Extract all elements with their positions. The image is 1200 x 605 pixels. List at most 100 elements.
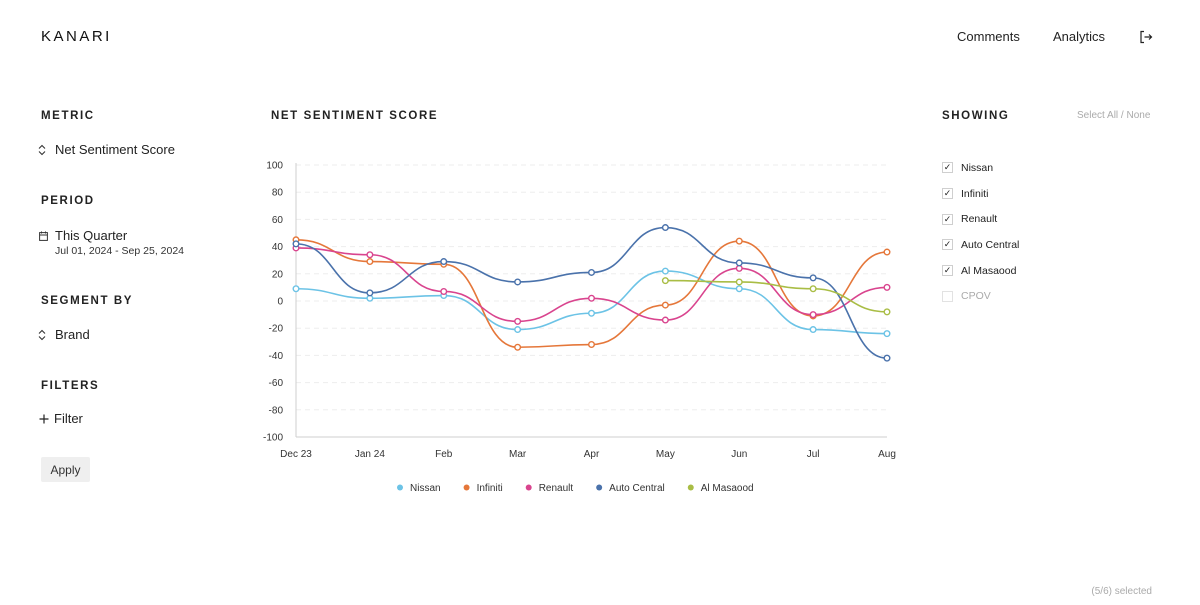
x-tick-label: May <box>656 449 675 460</box>
period-range: Jul 01, 2024 - Sep 25, 2024 <box>55 245 185 257</box>
legend-label: Al Masaood <box>701 483 754 494</box>
data-point <box>292 285 300 293</box>
legend-label: Nissan <box>410 483 441 494</box>
data-point <box>588 268 596 276</box>
brand-item-al-masaood[interactable]: ✓ Al Masaood <box>942 258 1019 284</box>
segment-selector[interactable]: Brand <box>37 327 90 342</box>
series-line <box>295 270 888 335</box>
data-point <box>809 311 817 319</box>
segment-title: SEGMENT BY <box>41 295 134 307</box>
data-point <box>661 267 669 275</box>
period-selector[interactable]: This Quarter <box>39 228 127 243</box>
brand-checkbox[interactable]: ✓ <box>942 162 953 174</box>
data-point <box>661 316 669 324</box>
legend-swatch <box>525 484 532 491</box>
y-tick-label: -80 <box>269 405 284 416</box>
y-tick-label: -20 <box>269 324 284 335</box>
filters-title: FILTERS <box>41 380 100 392</box>
y-tick-label: -60 <box>269 378 284 389</box>
add-filter-button[interactable]: Filter <box>39 411 83 426</box>
data-point <box>735 237 743 245</box>
select-all-link[interactable]: Select All <box>1077 110 1119 121</box>
y-tick-label: 80 <box>272 188 284 199</box>
data-point <box>514 326 522 334</box>
y-tick-label: 100 <box>266 161 283 172</box>
data-point <box>440 258 448 266</box>
x-tick-label: Jul <box>807 449 820 460</box>
data-point <box>588 341 596 349</box>
brand-checkbox[interactable]: ✓ <box>942 265 953 277</box>
nav-analytics[interactable]: Analytics <box>1053 29 1106 44</box>
data-point <box>661 301 669 309</box>
legend-label: Renault <box>539 483 574 494</box>
apply-button[interactable]: Apply <box>41 457 90 482</box>
x-tick-label: Mar <box>509 449 527 460</box>
legend-swatch <box>596 484 603 491</box>
data-point <box>809 274 817 282</box>
sort-icon <box>38 144 46 155</box>
brand-label: CPOV <box>961 290 991 303</box>
brand-item-auto-central[interactable]: ✓ Auto Central <box>942 232 1019 258</box>
y-tick-label: 20 <box>272 269 284 280</box>
data-point <box>514 317 522 325</box>
brand-item-renault[interactable]: ✓ Renault <box>942 206 1019 232</box>
x-tick-label: Dec 23 <box>280 449 312 460</box>
data-point <box>735 259 743 267</box>
data-point <box>661 277 669 285</box>
legend-swatch <box>397 484 403 491</box>
legend-swatch <box>463 484 470 491</box>
select-separator: / <box>1118 110 1127 121</box>
brand-item-nissan[interactable]: ✓ Nissan <box>942 155 1019 181</box>
series-line <box>295 239 888 349</box>
calendar-icon <box>39 231 48 241</box>
showing-title: SHOWING <box>942 110 1010 122</box>
brand-label: Nissan <box>961 161 994 174</box>
x-tick-label: Jun <box>731 449 747 460</box>
x-tick-label: Feb <box>435 449 453 460</box>
series-line <box>295 226 888 359</box>
brand-checkbox[interactable]: ✓ <box>942 239 953 251</box>
data-point <box>440 287 448 295</box>
period-value: This Quarter <box>55 228 128 243</box>
y-tick-label: -100 <box>263 433 283 444</box>
x-tick-label: Aug <box>878 449 896 460</box>
brand-label: Renault <box>961 213 998 226</box>
brand-item-cpov[interactable]: CPOV <box>942 283 1019 309</box>
metric-selector[interactable]: Net Sentiment Score <box>37 142 175 157</box>
data-point <box>366 258 374 266</box>
net-sentiment-line-chart: 100 80 60 40 20 0 -20 -40 -60 -80 -100 Dec 23 Jan 24… <box>263 161 896 495</box>
series-line <box>295 247 888 323</box>
data-point <box>292 240 300 248</box>
brand-checkbox[interactable] <box>942 290 953 302</box>
data-point <box>883 283 891 291</box>
data-point <box>661 224 669 232</box>
brand-label: Infiniti <box>961 187 989 200</box>
add-filter-label: Filter <box>54 411 83 426</box>
data-point <box>883 308 891 316</box>
brand-checkbox[interactable]: ✓ <box>942 188 953 200</box>
y-tick-label: -40 <box>269 351 284 362</box>
brand-item-infiniti[interactable]: ✓ Infiniti <box>942 181 1019 207</box>
sort-icon <box>38 329 46 340</box>
series-line <box>665 279 888 313</box>
brand-list: ✓ Nissan ✓ Infiniti ✓ Renault ✓ Auto Central… <box>942 155 1019 309</box>
metric-value: Net Sentiment Score <box>55 142 175 157</box>
chart-title: NET SENTIMENT SCORE <box>271 110 439 122</box>
nav-comments[interactable]: Comments <box>957 29 1020 44</box>
metric-title: METRIC <box>41 110 95 122</box>
legend-swatch <box>687 484 694 491</box>
brand-label: Auto Central <box>961 238 1020 251</box>
kanari-logo: KANARI <box>41 28 112 45</box>
data-point <box>514 278 522 286</box>
data-point <box>883 248 891 256</box>
y-tick-label: 0 <box>277 297 283 308</box>
x-tick-label: Apr <box>584 449 600 460</box>
data-point <box>809 285 817 293</box>
brand-checkbox[interactable]: ✓ <box>942 213 953 225</box>
data-point <box>588 294 596 302</box>
select-none-link[interactable]: None <box>1126 110 1151 121</box>
segment-value: Brand <box>55 327 90 342</box>
legend-label: Infiniti <box>477 483 503 494</box>
data-point <box>883 354 891 362</box>
logout-icon[interactable] <box>1139 30 1153 44</box>
